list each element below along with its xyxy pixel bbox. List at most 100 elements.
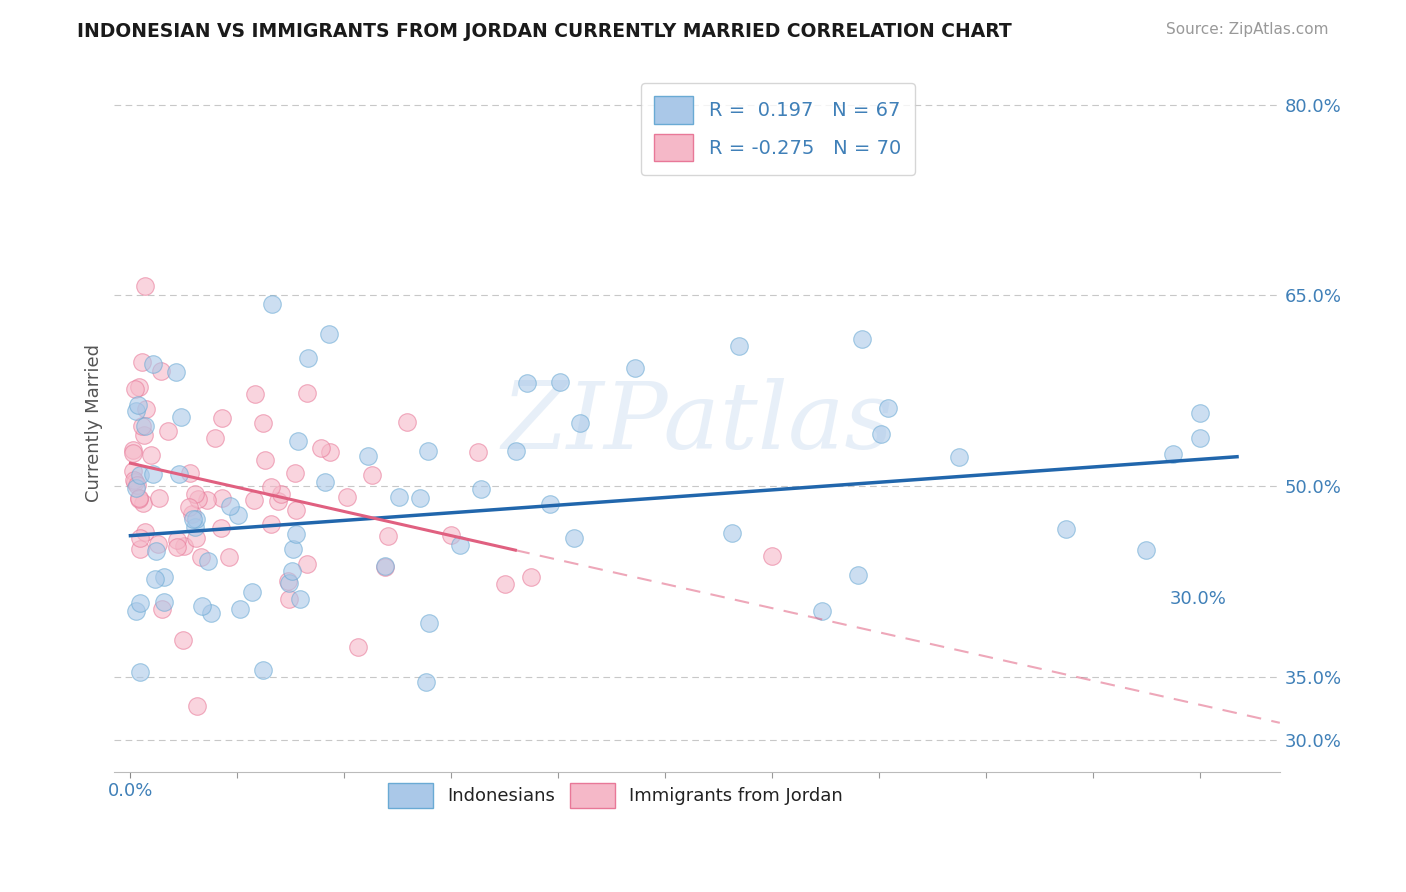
Point: [505, 444, 527, 458]
Point: [127, 398, 149, 412]
Point: [129, 542, 152, 557]
Point: [240, 585, 263, 599]
Point: [184, 512, 207, 526]
Point: [129, 596, 152, 610]
Text: Source: ZipAtlas.com: Source: ZipAtlas.com: [1166, 22, 1329, 37]
Text: 30.0%: 30.0%: [1170, 591, 1226, 608]
Point: [869, 427, 891, 442]
Point: [254, 453, 277, 467]
Point: [516, 376, 538, 390]
Point: [278, 576, 301, 591]
Point: [129, 467, 152, 482]
Point: [284, 527, 307, 541]
Point: [283, 542, 305, 557]
Point: [252, 416, 274, 430]
Point: [132, 427, 155, 442]
Point: [562, 531, 585, 545]
Point: [150, 602, 173, 616]
Point: [388, 491, 411, 505]
Point: [131, 419, 153, 434]
Point: [226, 508, 249, 522]
Point: [295, 558, 318, 572]
Point: [200, 607, 222, 621]
Point: [172, 632, 194, 647]
Legend: Indonesians, Immigrants from Jordan: Indonesians, Immigrants from Jordan: [381, 775, 851, 815]
Point: [318, 326, 340, 341]
Point: [139, 448, 162, 462]
Point: [135, 401, 157, 416]
Point: [165, 365, 187, 379]
Point: [128, 380, 150, 394]
Point: [228, 602, 250, 616]
Point: [270, 487, 292, 501]
Point: [122, 464, 145, 478]
Point: [520, 570, 543, 584]
Point: [548, 375, 571, 389]
Point: [145, 544, 167, 558]
Point: [134, 419, 156, 434]
Text: INDONESIAN VS IMMIGRANTS FROM JORDAN CURRENTLY MARRIED CORRELATION CHART: INDONESIAN VS IMMIGRANTS FROM JORDAN CUR…: [77, 22, 1012, 41]
Point: [243, 387, 266, 401]
Point: [122, 442, 145, 457]
Point: [156, 424, 179, 438]
Point: [336, 490, 359, 504]
Point: [721, 526, 744, 541]
Point: [166, 533, 188, 547]
Point: [260, 297, 283, 311]
Point: [467, 445, 489, 459]
Point: [211, 491, 233, 506]
Point: [418, 443, 440, 458]
Point: [260, 516, 283, 531]
Point: [538, 497, 561, 511]
Point: [148, 491, 170, 505]
Point: [319, 444, 342, 458]
Point: [470, 482, 492, 496]
Point: [281, 565, 304, 579]
Point: [418, 615, 440, 630]
Point: [252, 663, 274, 677]
Point: [284, 466, 307, 480]
Point: [948, 450, 970, 465]
Point: [191, 599, 214, 614]
Point: [181, 512, 204, 526]
Point: [184, 531, 207, 545]
Point: [288, 591, 311, 606]
Point: [851, 332, 873, 346]
Point: [277, 591, 299, 606]
Point: [173, 539, 195, 553]
Y-axis label: Currently Married: Currently Married: [86, 343, 103, 501]
Point: [195, 493, 218, 508]
Point: [727, 339, 749, 353]
Point: [267, 494, 290, 508]
Point: [125, 477, 148, 491]
Point: [142, 467, 165, 482]
Point: [761, 549, 783, 563]
Point: [811, 604, 834, 618]
Point: [260, 479, 283, 493]
Point: [1135, 542, 1157, 557]
Point: [142, 357, 165, 371]
Point: [122, 446, 145, 460]
Point: [284, 503, 307, 517]
Point: [190, 550, 212, 565]
Point: [346, 640, 368, 655]
Point: [409, 491, 432, 505]
Point: [134, 524, 156, 539]
Point: [124, 382, 146, 396]
Point: [440, 527, 463, 541]
Point: [314, 475, 336, 490]
Point: [125, 403, 148, 417]
Point: [396, 415, 419, 429]
Point: [287, 434, 309, 448]
Text: ZIPatlas: ZIPatlas: [501, 377, 893, 467]
Point: [125, 481, 148, 495]
Point: [209, 521, 232, 535]
Point: [128, 531, 150, 545]
Point: [124, 475, 146, 489]
Point: [150, 364, 173, 378]
Point: [204, 431, 226, 445]
Point: [494, 577, 516, 591]
Point: [125, 604, 148, 618]
Point: [295, 385, 318, 400]
Point: [1188, 431, 1211, 445]
